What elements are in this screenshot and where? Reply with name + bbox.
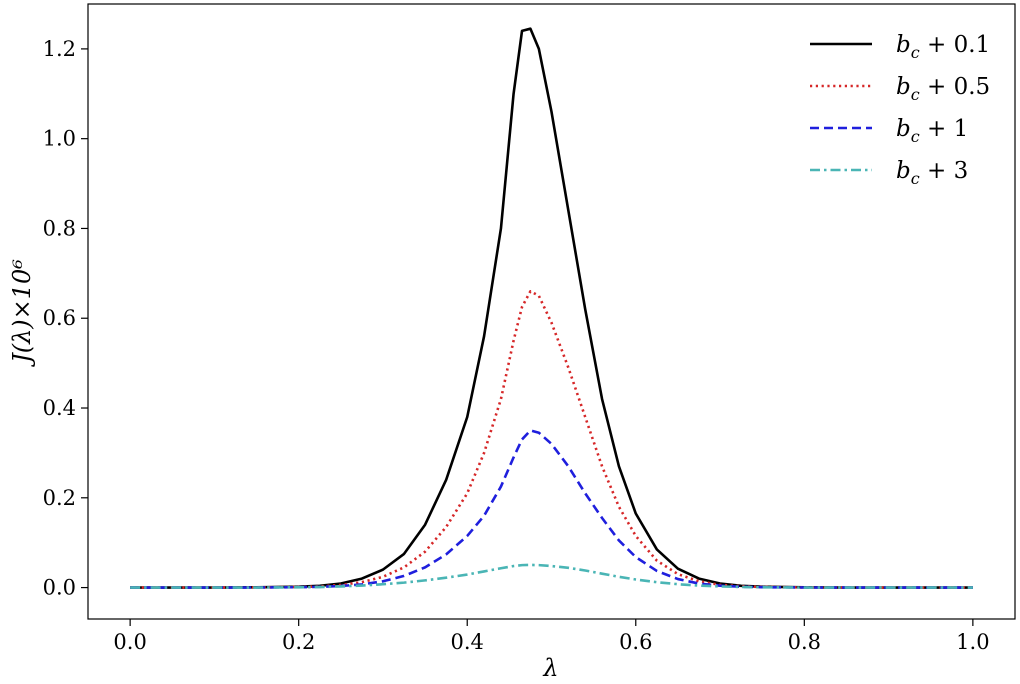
- x-tick-label: 0.6: [619, 630, 652, 654]
- x-tick-label: 1.0: [956, 630, 989, 654]
- y-tick-label: 0.0: [43, 576, 76, 600]
- x-tick-label: 0.8: [788, 630, 821, 654]
- y-tick-label: 0.4: [43, 396, 76, 420]
- series-layer: [130, 27, 973, 589]
- series-line-2: [130, 290, 973, 589]
- series-line-4: [130, 563, 973, 589]
- y-tick-label: 1.2: [43, 37, 76, 61]
- series-line-1: [130, 27, 973, 589]
- series-line-3: [130, 429, 973, 589]
- y-tick-label: 0.6: [43, 306, 76, 330]
- x-tick-label: 0.2: [282, 630, 315, 654]
- legend: bc + 0.1 bc + 0.5 bc + 1 bc + 3: [810, 32, 990, 188]
- y-tick-label: 0.8: [43, 216, 76, 240]
- x-tick-label: 0.4: [451, 630, 484, 654]
- y-tick-label: 1.0: [43, 127, 76, 151]
- x-tick-label: 0.0: [113, 630, 146, 654]
- legend-label-2: bc + 0.5: [896, 74, 990, 104]
- plot-frame: [87, 3, 1016, 620]
- legend-label-3: bc + 1: [896, 116, 968, 146]
- y-axis: 0.0 0.2 0.4 0.6 0.8 1.0 1.2: [43, 37, 88, 600]
- x-axis-label: λ: [542, 654, 558, 682]
- legend-label-1: bc + 0.1: [896, 32, 990, 62]
- y-axis-label: J(λ)×10⁶: [8, 259, 36, 368]
- legend-label-4: bc + 3: [896, 158, 968, 188]
- y-tick-label: 0.2: [43, 486, 76, 510]
- x-axis: 0.0 0.2 0.4 0.6 0.8 1.0: [113, 619, 990, 654]
